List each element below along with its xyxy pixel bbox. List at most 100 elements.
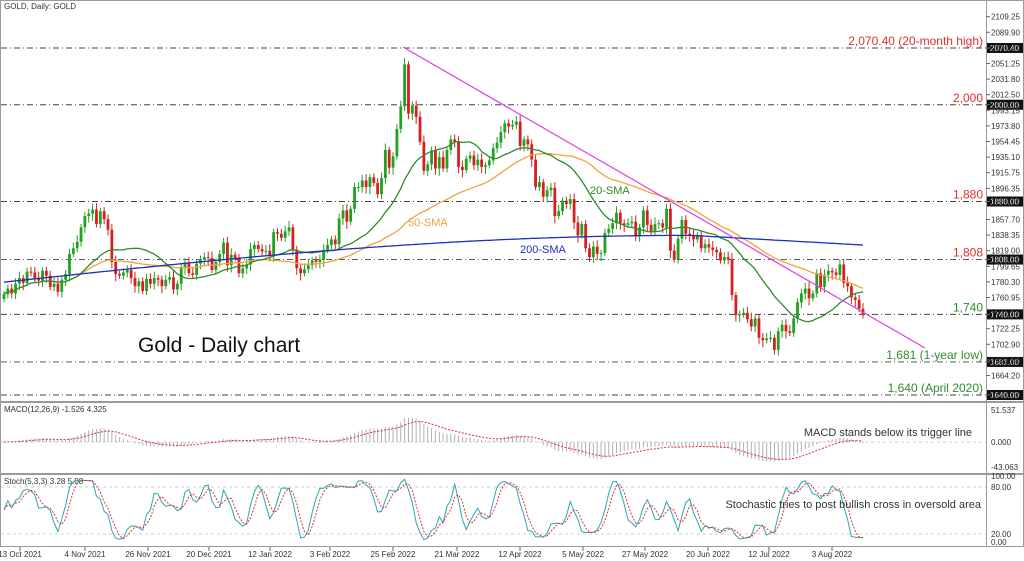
price-tick-label: 1664.20 — [991, 371, 1020, 380]
candle-body — [241, 268, 245, 274]
candle-body — [453, 139, 457, 142]
price-tick-label: 2089.90 — [991, 28, 1020, 37]
candle-body — [129, 270, 133, 279]
candle-body — [391, 156, 395, 168]
level-price-tag — [987, 43, 1023, 53]
candle-body — [757, 318, 761, 338]
price-tick-label: 1857.70 — [991, 215, 1020, 224]
candle-body — [110, 229, 114, 262]
candle-body — [665, 208, 668, 228]
candle-body — [314, 260, 318, 262]
candle-body — [823, 274, 826, 287]
candle-body — [480, 159, 484, 167]
candle-body — [245, 264, 249, 269]
candle-body — [499, 132, 503, 143]
candle-body — [345, 210, 349, 222]
candle-body — [776, 331, 780, 350]
level-label: 2,000 — [953, 91, 983, 105]
candle-body — [746, 312, 749, 320]
stochastic-lines — [3, 478, 864, 541]
candle-body — [222, 242, 225, 254]
candle-body — [106, 219, 110, 230]
candle-body — [264, 250, 268, 252]
candle-body — [457, 141, 460, 167]
candle-body — [2, 294, 6, 300]
candle-body — [484, 165, 487, 167]
price-tick-label: 1954.45 — [991, 137, 1020, 146]
candle-body — [183, 262, 187, 268]
candle-body — [545, 190, 549, 197]
price-tick-label: 1702.90 — [991, 340, 1020, 349]
price-tick-label: 1683.50 — [991, 356, 1020, 365]
stoch-header: Stoch(5,3,3) 3.28 5.08 — [4, 477, 84, 486]
candle-body — [341, 210, 345, 219]
candle-body — [372, 177, 376, 183]
candle-body — [599, 253, 603, 255]
candle-body — [156, 278, 160, 280]
time-tick-label: 20 Dec 2021 — [186, 550, 232, 559]
macd-histogram-and-signal — [3, 417, 864, 462]
candle-body — [561, 200, 564, 212]
candle-body — [333, 239, 337, 245]
price-tick-label: 2070.40 — [991, 44, 1020, 53]
candle-body — [418, 116, 422, 142]
candle-body — [595, 246, 599, 254]
candle-body — [661, 223, 665, 228]
level-price-tag — [987, 390, 1023, 400]
candle-body — [503, 123, 507, 133]
price-tick-label: 1780.30 — [991, 278, 1020, 287]
candle-body — [118, 274, 121, 276]
price-tick-label: 2031.80 — [991, 75, 1020, 84]
candle-body — [25, 271, 29, 283]
price-tick-label: 1880.00 — [991, 198, 1020, 207]
candle-body — [541, 182, 545, 197]
candle-body — [44, 270, 48, 276]
time-tick-label: 5 May 2022 — [562, 550, 604, 559]
candle-body — [495, 142, 499, 149]
candle-body — [630, 221, 634, 224]
candle-body — [210, 257, 214, 271]
price-tick-label: 1640.00 — [991, 391, 1020, 400]
candle-body — [426, 164, 430, 171]
candle-body — [56, 283, 60, 292]
candle-body — [356, 186, 360, 188]
candle-body — [75, 241, 79, 249]
level-price-tag-label: 1640.00 — [990, 391, 1019, 400]
candle-body — [657, 223, 661, 225]
price-tick-label: 2109.25 — [991, 13, 1020, 22]
candle-body — [645, 210, 649, 225]
candle-body — [753, 318, 757, 327]
candle-body — [726, 257, 730, 260]
candle-body — [511, 124, 514, 127]
candle-body — [164, 279, 168, 287]
candle-body — [299, 268, 303, 274]
candle-body — [399, 106, 403, 129]
candle-body — [468, 155, 472, 159]
candle-body — [568, 199, 572, 204]
price-tick-label: 1993.15 — [991, 106, 1020, 115]
time-tick-label: 12 Apr 2022 — [498, 550, 542, 559]
candle-body — [218, 253, 222, 262]
candle-body — [202, 257, 206, 260]
price-tick-label: 1760.95 — [991, 293, 1020, 302]
time-tick-label: 21 Mar 2022 — [435, 550, 480, 559]
candle-body — [360, 180, 364, 187]
price-tick-label: 1973.80 — [991, 122, 1020, 131]
candle-body — [711, 247, 715, 250]
candle-body — [306, 265, 310, 270]
candle-body — [692, 235, 695, 240]
candle-body — [383, 149, 387, 179]
candle-body — [792, 318, 796, 333]
candle-body — [838, 264, 842, 275]
level-price-tag — [987, 309, 1023, 320]
candle-body — [557, 211, 561, 217]
level-label: 1,681 (1-year low) — [886, 348, 983, 362]
candle-body — [638, 227, 641, 237]
candle-body — [141, 281, 145, 291]
candle-body — [287, 227, 291, 232]
candle-body — [422, 141, 426, 171]
candle-body — [310, 260, 314, 266]
candle-body — [507, 123, 511, 127]
candle-body — [256, 245, 260, 250]
candle-body — [37, 278, 41, 281]
